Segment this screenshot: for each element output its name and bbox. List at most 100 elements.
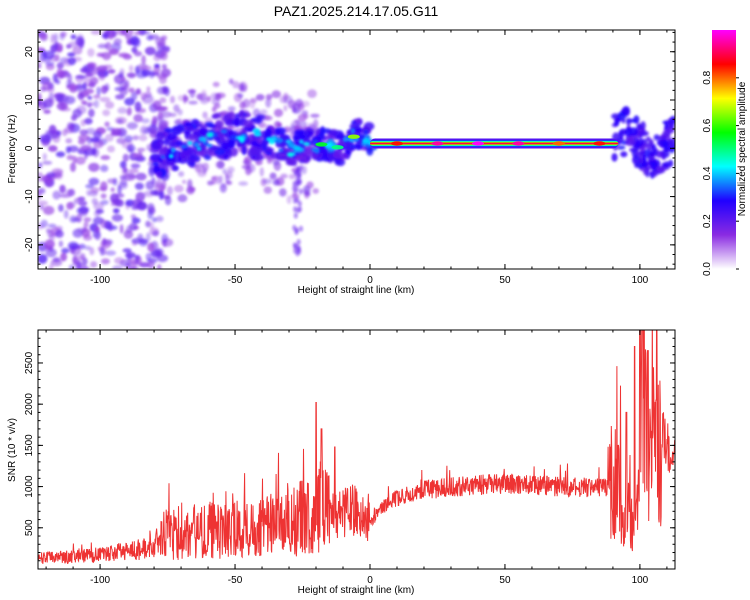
spectrogram-cell	[225, 180, 233, 186]
x-tick-label: 50	[499, 275, 511, 286]
spectrogram-cell	[42, 153, 47, 161]
y-tick-label: 2000	[24, 393, 35, 416]
spectrogram-cell	[296, 166, 301, 173]
spectrogram-cell	[227, 125, 236, 130]
spectrogram-cell	[154, 63, 160, 68]
spectrogram-cell	[265, 94, 273, 100]
spectrogram-cell	[130, 91, 138, 101]
spectrogram-cell	[347, 134, 360, 139]
spectrogram-cell	[40, 219, 48, 228]
spectrogram-cell	[151, 143, 162, 151]
spectrogram-cell	[99, 246, 105, 256]
y-tick-label: 1500	[24, 434, 35, 457]
spectrogram-cell	[42, 81, 53, 91]
spectrogram-cell	[188, 100, 198, 105]
spectrogram-cell	[172, 125, 183, 133]
spectrogram-x-ticks: -100 -50 0 50 100	[45, 30, 668, 286]
spectrogram-cell	[46, 171, 56, 178]
spectrogram-cell	[127, 106, 132, 116]
spectrogram-cell	[286, 195, 292, 204]
spectrogram-cell	[43, 50, 55, 60]
spectrogram-cell	[134, 182, 144, 190]
spectrogram-cell	[297, 178, 302, 185]
spectrogram-cell	[265, 98, 272, 108]
spectrogram-cell	[135, 88, 141, 95]
spectrogram-cell	[614, 119, 620, 127]
spectrogram-cell	[83, 234, 93, 241]
spectrogram-cell	[59, 193, 72, 198]
spectrogram-cell	[155, 131, 165, 141]
spectrogram-cell	[649, 150, 655, 158]
spectrogram-cell	[151, 115, 158, 126]
spectrogram-cell	[107, 221, 114, 232]
spectrogram-cell	[75, 156, 86, 165]
spectrogram-cell	[65, 138, 73, 144]
spectrogram-cell	[137, 151, 143, 160]
spectrogram-cell	[84, 77, 92, 87]
spectrogram-cell	[60, 252, 67, 262]
spectrogram-cell	[124, 135, 133, 143]
spectrogram-cell	[293, 247, 298, 254]
spectrogram-cell	[114, 257, 125, 265]
spectrogram-cell	[93, 94, 101, 99]
spectrogram-cell	[297, 246, 301, 252]
colorbar-label: Normalized spectral amplitude	[737, 81, 748, 216]
spectrogram-cell	[210, 92, 220, 101]
spectrogram-cell	[189, 88, 196, 99]
spectrogram-cell	[211, 106, 217, 113]
spectrogram-cell	[147, 242, 155, 252]
spectrogram-cell	[219, 133, 226, 143]
spectrogram-cell	[616, 145, 626, 150]
spectrogram-cell	[342, 136, 349, 142]
spectrogram-cell	[293, 206, 298, 213]
spectrogram-cell	[75, 85, 87, 93]
spectrogram-cell	[206, 132, 214, 137]
spectrogram-cell	[98, 186, 108, 192]
spectrogram-cell	[151, 177, 156, 185]
spectrogram-cell	[126, 144, 136, 153]
spectrogram-cell	[80, 119, 86, 127]
spectrogram-cell	[86, 189, 91, 196]
spectrogram-cell	[348, 144, 356, 149]
spectrogram-cell	[653, 134, 660, 141]
spectrogram-cell	[67, 52, 76, 57]
spectrogram-cell	[68, 264, 75, 269]
spectrogram-cell	[621, 129, 626, 136]
spectrogram-cell	[292, 224, 297, 231]
spectrogram-cell	[43, 109, 51, 114]
spectrogram-cell	[53, 33, 59, 42]
spectrogram-cell	[110, 30, 116, 38]
spectrogram-cell	[157, 264, 162, 269]
spectrogram-cell	[241, 145, 247, 156]
spectrogram-cell	[296, 239, 301, 245]
spectrogram-cell	[153, 181, 159, 189]
spectrogram-cell	[212, 81, 220, 88]
spectrogram-cell	[271, 90, 281, 99]
spectrogram-cell	[280, 173, 288, 179]
spectrogram-cell	[77, 93, 85, 100]
spectrogram-cell	[67, 241, 79, 250]
spectrogram-cell	[44, 239, 55, 249]
snr-y-axis-label: SNR (10 * v/v)	[7, 418, 18, 482]
colorbar-tick-label: 0.8	[702, 70, 713, 84]
spectrogram-cell	[350, 128, 355, 135]
spectrogram-cell	[71, 114, 77, 121]
spectrogram-cell	[43, 205, 55, 215]
spectrogram-cell	[66, 154, 74, 161]
spectrogram-cell	[620, 151, 628, 158]
spectrogram-cell	[303, 142, 310, 146]
spectrogram-y-axis-label: Frequency (Hz)	[7, 115, 18, 184]
spectrogram-cell	[83, 101, 96, 107]
spectrogram-cell	[71, 217, 81, 222]
spectrogram-cell	[100, 193, 107, 199]
spectrogram-cell	[113, 38, 122, 46]
spectrogram-cell	[213, 112, 222, 119]
spectrogram-cell	[292, 180, 297, 187]
spectrogram-x-axis-label: Height of straight line (km)	[298, 285, 415, 296]
spectrogram-cell	[656, 166, 666, 172]
spectrogram-cell	[54, 41, 59, 50]
spectrogram-cell	[632, 155, 641, 165]
spectrogram-cell	[91, 147, 97, 156]
spectrogram-cell	[318, 145, 327, 154]
